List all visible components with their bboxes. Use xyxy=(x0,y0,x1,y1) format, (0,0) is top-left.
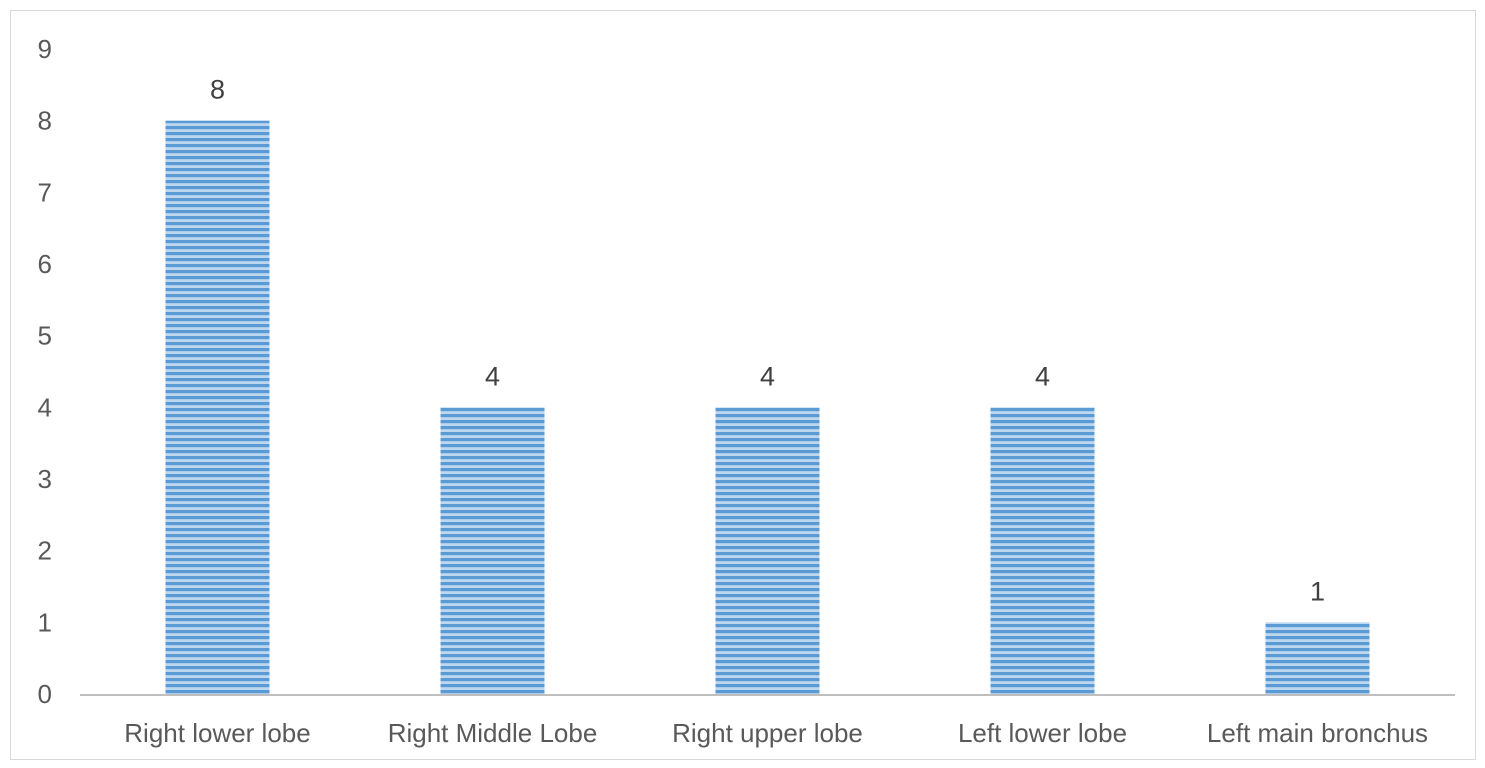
y-tick-label: 7 xyxy=(38,177,52,207)
bar-data-label: 4 xyxy=(760,361,775,391)
bar xyxy=(165,120,270,694)
y-tick-label: 6 xyxy=(38,249,52,279)
bar xyxy=(440,407,545,694)
bar xyxy=(1265,622,1370,694)
y-tick-label: 8 xyxy=(38,106,52,136)
bar-data-label: 4 xyxy=(1035,361,1050,391)
y-tick-label: 9 xyxy=(38,34,52,64)
bar xyxy=(715,407,820,694)
data-labels: 8 4 4 4 1 xyxy=(210,75,1325,607)
y-tick-label: 4 xyxy=(38,392,52,422)
x-tick-label: Right lower lobe xyxy=(124,718,310,748)
x-tick-label: Right Middle Lobe xyxy=(388,718,598,748)
bar-data-label: 8 xyxy=(210,75,225,105)
bar xyxy=(990,407,1095,694)
y-tick-label: 0 xyxy=(38,679,52,709)
x-tick-label: Right upper lobe xyxy=(672,718,863,748)
bar-data-label: 1 xyxy=(1310,576,1325,606)
bars xyxy=(165,120,1370,694)
y-tick-label: 5 xyxy=(38,321,52,351)
bar-data-label: 4 xyxy=(485,361,500,391)
x-tick-label: Left main bronchus xyxy=(1207,718,1428,748)
x-tick-label: Left lower lobe xyxy=(958,718,1127,748)
y-tick-label: 2 xyxy=(38,536,52,566)
y-tick-label: 3 xyxy=(38,464,52,494)
x-axis-ticks: Right lower lobe Right Middle Lobe Right u… xyxy=(124,718,1428,748)
y-axis-ticks: 0 1 2 3 4 5 6 7 8 9 xyxy=(38,34,52,709)
y-tick-label: 1 xyxy=(38,607,52,637)
